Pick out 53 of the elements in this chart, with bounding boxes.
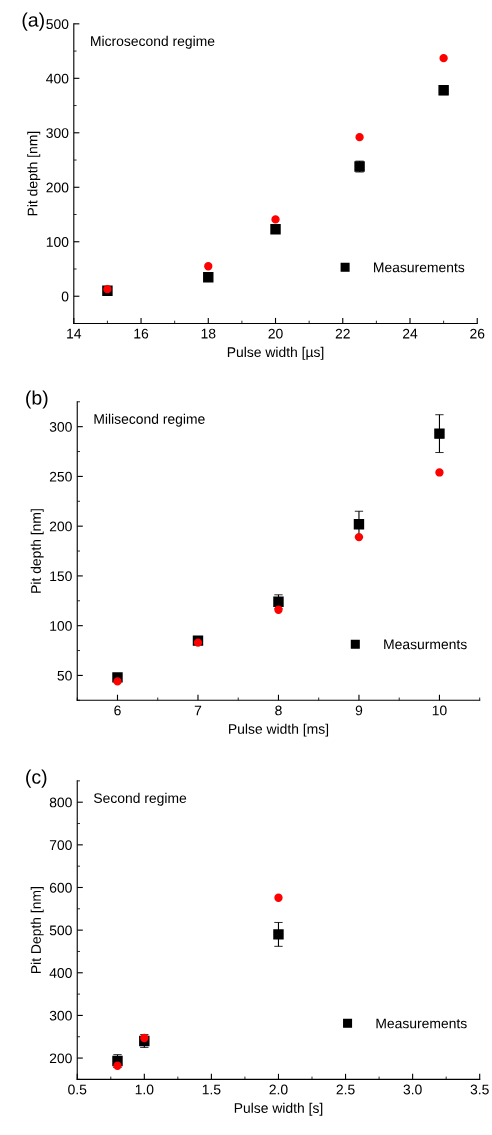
x-axis-title: Pulse width [ms] xyxy=(229,723,329,737)
y-tick-label: 300 xyxy=(46,128,69,138)
y-tick-label: 700 xyxy=(49,840,72,851)
x-tick-label: 2.0 xyxy=(269,1084,288,1095)
x-tick-label: 18 xyxy=(201,328,216,339)
x-axis-title: Pulse width [µs] xyxy=(227,346,324,360)
legend-label: Measurements xyxy=(376,1018,467,1029)
y-tick-label: 500 xyxy=(46,19,69,29)
annotation: Microsecond regime xyxy=(91,35,215,49)
y-tick-label: 200 xyxy=(49,521,72,532)
y-tick-label: 300 xyxy=(49,422,72,432)
chart-title: (a) xyxy=(22,12,44,31)
x-axis-title: Pulse width [s] xyxy=(234,1102,323,1116)
x-tick-label: 24 xyxy=(402,328,418,339)
x-tick-label: 8 xyxy=(275,705,282,716)
x-tick-label: 9 xyxy=(355,705,363,716)
y-tick-label: 100 xyxy=(46,237,69,247)
x-tick-label: 6 xyxy=(114,705,121,716)
legend-label: Measurements xyxy=(374,262,465,273)
y-tick-label: 600 xyxy=(49,882,72,893)
y-tick-label: 400 xyxy=(49,968,72,978)
y-tick-label: 300 xyxy=(49,1010,72,1021)
x-tick-label: 2.5 xyxy=(336,1084,355,1095)
y-axis-title: Pit Depth [nm] xyxy=(30,887,44,973)
y-tick-label: 200 xyxy=(46,182,69,193)
y-axis-title: Pit depth [nm] xyxy=(27,131,41,216)
y-tick-label: 500 xyxy=(49,925,72,936)
y-tick-label: 250 xyxy=(49,471,72,482)
x-tick-label: 22 xyxy=(335,328,350,339)
x-tick-label: 26 xyxy=(470,328,485,339)
x-tick-label: 3.5 xyxy=(470,1084,489,1095)
y-tick-label: 50 xyxy=(57,670,72,681)
x-tick-label: 16 xyxy=(134,328,149,339)
y-axis-title: Pit depth [nm] xyxy=(30,509,44,593)
y-tick-label: 400 xyxy=(46,73,69,84)
x-tick-label: 3.0 xyxy=(403,1084,422,1095)
y-tick-label: 150 xyxy=(50,571,72,582)
y-tick-label: 0 xyxy=(61,291,69,302)
chart-title: (c) xyxy=(26,769,47,788)
y-tick-label: 200 xyxy=(49,1053,72,1064)
x-tick-label: 14 xyxy=(67,328,82,339)
x-tick-label: 20 xyxy=(268,328,283,339)
x-tick-label: 7 xyxy=(194,705,202,716)
y-tick-label: 100 xyxy=(50,621,72,631)
x-tick-label: 0.5 xyxy=(68,1084,87,1095)
x-tick-label: 10 xyxy=(432,705,447,716)
annotation: Second regime xyxy=(93,792,187,806)
x-tick-label: 1.5 xyxy=(202,1084,221,1095)
legend-label: Measurments xyxy=(384,639,467,650)
chart-title: (b) xyxy=(26,390,48,409)
annotation: Milisecond regime xyxy=(94,413,205,427)
y-tick-label: 800 xyxy=(49,797,72,808)
x-tick-label: 1.0 xyxy=(135,1084,154,1095)
